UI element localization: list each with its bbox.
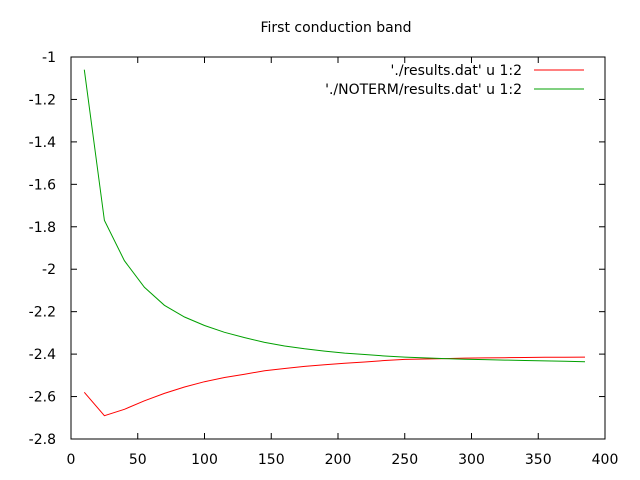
y-tick-label: -1.6 — [29, 177, 56, 193]
legend-label-1: './results.dat' u 1:2 — [391, 63, 522, 79]
series-line-1 — [83, 356, 586, 417]
x-tick-label: 100 — [191, 452, 218, 468]
series-line-2 — [83, 69, 586, 363]
x-tick-label: 150 — [258, 452, 285, 468]
legend: './results.dat' u 1:2 './NOTERM/results.d… — [325, 63, 584, 98]
y-tick-label: -1.4 — [29, 135, 56, 151]
y-tick-label: -2.8 — [29, 432, 56, 448]
y-tick-label: -1.2 — [29, 92, 56, 108]
y-tick-label: -2 — [42, 262, 56, 278]
x-tick-label: 350 — [525, 452, 552, 468]
x-tick-label: 200 — [325, 452, 352, 468]
plot-frame — [70, 56, 606, 440]
y-tick-label: -2.6 — [29, 390, 56, 406]
chart-title: First conduction band — [261, 20, 412, 36]
y-tick-label: -1.8 — [29, 220, 56, 236]
y-tick-label: -2.2 — [29, 305, 56, 321]
x-tick-label: 0 — [67, 452, 76, 468]
x-tick-label: 250 — [391, 452, 418, 468]
y-tick-label: -2.4 — [29, 347, 56, 363]
x-tick-label: 50 — [129, 452, 147, 468]
legend-label-2: './NOTERM/results.dat' u 1:2 — [325, 82, 522, 98]
axis-ticks: 0 50 100 150 200 250 300 350 400 -2.8 -2.6 -2.4 -2.2… — [29, 50, 619, 468]
x-tick-label: 400 — [592, 452, 619, 468]
series-lines — [83, 69, 586, 417]
y-tick-label: -1 — [42, 50, 56, 66]
x-tick-label: 300 — [458, 452, 485, 468]
